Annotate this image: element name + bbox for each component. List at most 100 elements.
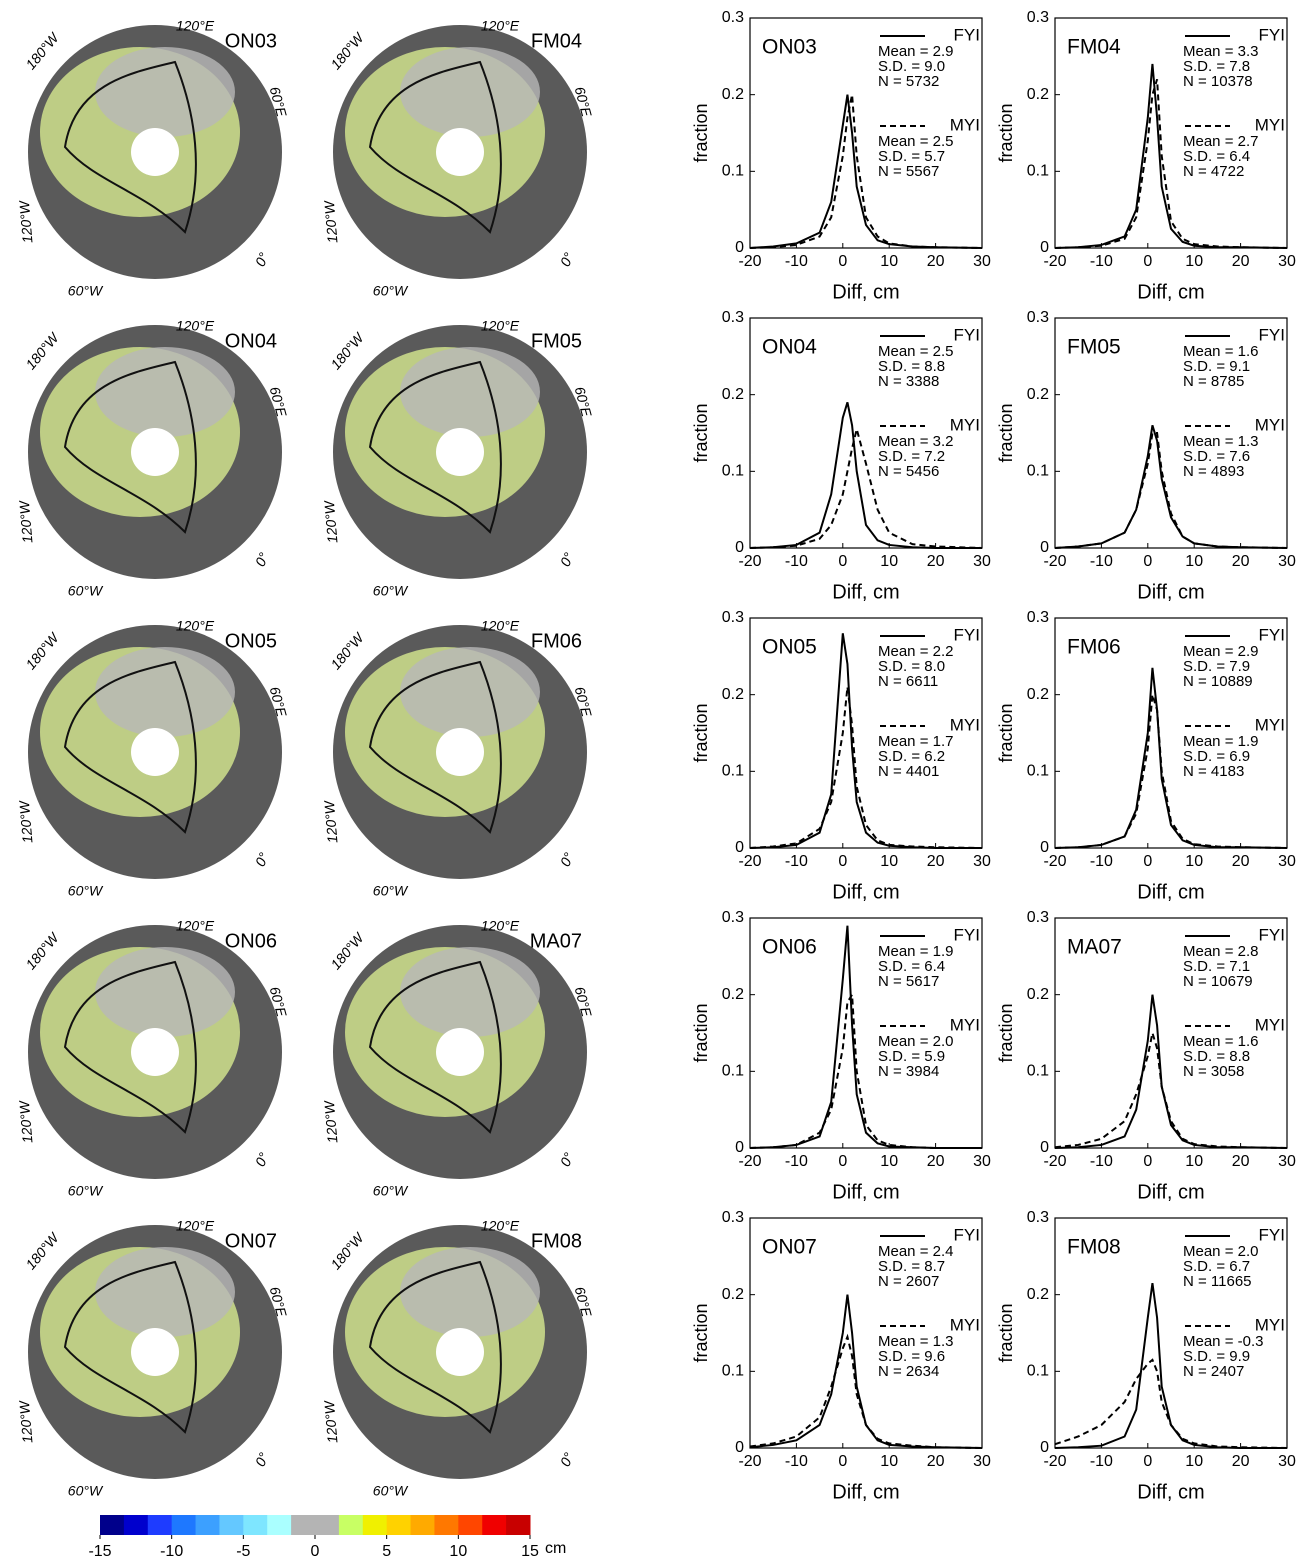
map-longitude: 120°E bbox=[481, 918, 520, 934]
x-tick-label: 0 bbox=[1143, 853, 1152, 870]
map-longitude: 120°W bbox=[16, 1399, 36, 1444]
legend-label: MYI bbox=[1255, 715, 1285, 734]
legend-stat: Mean = 3.3 bbox=[1183, 43, 1258, 60]
legend-stat: S.D. = 7.6 bbox=[1183, 448, 1250, 465]
legend-label: FYI bbox=[954, 625, 980, 644]
series-line bbox=[749, 991, 982, 1149]
legend-stat: Mean = 1.3 bbox=[1183, 433, 1258, 450]
map-pole bbox=[131, 1328, 179, 1376]
map-longitude: 60°W bbox=[373, 583, 409, 599]
series-line bbox=[1054, 994, 1288, 1149]
map-contour bbox=[63, 960, 197, 1134]
colorbar-cell bbox=[123, 1515, 149, 1535]
y-tick-label: 0.3 bbox=[1027, 909, 1049, 926]
legend-stat: S.D. = 6.9 bbox=[1183, 748, 1250, 765]
colorbar-tick-label: 5 bbox=[382, 1543, 391, 1560]
series-line bbox=[1054, 1283, 1287, 1449]
legend-stat: N = 10679 bbox=[1183, 973, 1253, 990]
colorbar-tick-label: 10 bbox=[449, 1543, 467, 1560]
legend-stat: S.D. = 9.0 bbox=[878, 58, 945, 75]
map-pole bbox=[436, 1328, 484, 1376]
y-axis-label: fraction bbox=[996, 1303, 1016, 1362]
map-longitude: 0° bbox=[252, 250, 272, 269]
x-tick-label: 0 bbox=[838, 1153, 847, 1170]
x-tick-label: -10 bbox=[1090, 253, 1113, 270]
colorbar-tick-label: 15 bbox=[521, 1543, 539, 1560]
x-tick-label: 0 bbox=[838, 553, 847, 570]
map-longitude: 180°W bbox=[22, 329, 63, 373]
x-tick-label: 10 bbox=[880, 553, 898, 570]
legend-stat: S.D. = 7.8 bbox=[1183, 58, 1250, 75]
y-tick-label: 0.1 bbox=[1027, 1063, 1049, 1080]
legend-stat: S.D. = 6.2 bbox=[878, 748, 945, 765]
map-longitude: 60°W bbox=[373, 1183, 409, 1199]
x-axis-label: Diff, cm bbox=[832, 1181, 899, 1203]
x-tick-label: -10 bbox=[785, 553, 808, 570]
legend-label: MYI bbox=[1255, 415, 1285, 434]
legend-stat: N = 5456 bbox=[878, 463, 939, 480]
legend-stat: S.D. = 9.6 bbox=[878, 1348, 945, 1365]
x-tick-label: 30 bbox=[973, 1453, 991, 1470]
map-longitude: 180°W bbox=[22, 29, 63, 73]
panel-label: FM05 bbox=[1067, 336, 1121, 359]
map-contour bbox=[63, 660, 197, 834]
legend-stat: N = 5617 bbox=[878, 973, 939, 990]
y-tick-label: 0 bbox=[1040, 1439, 1049, 1456]
legend-stat: S.D. = 5.9 bbox=[878, 1048, 945, 1065]
legend-stat: Mean = 2.5 bbox=[878, 133, 953, 150]
map-longitude: 120°E bbox=[481, 18, 520, 34]
x-tick-label: 20 bbox=[927, 1153, 945, 1170]
y-tick-label: 0.3 bbox=[1027, 9, 1049, 26]
x-tick-label: -20 bbox=[1043, 853, 1066, 870]
legend-label: MYI bbox=[950, 115, 980, 134]
x-tick-label: -20 bbox=[738, 553, 761, 570]
series-line bbox=[749, 402, 982, 549]
map-longitude: 120°W bbox=[16, 799, 36, 844]
y-tick-label: 0.1 bbox=[722, 463, 744, 480]
map-ice bbox=[400, 47, 540, 137]
x-axis-label: Diff, cm bbox=[1137, 581, 1204, 603]
map-longitude: 60°E bbox=[267, 1285, 291, 1319]
plot-frame bbox=[749, 17, 983, 249]
series-line bbox=[1054, 1032, 1288, 1149]
map-contour bbox=[63, 360, 197, 534]
y-axis-label: fraction bbox=[996, 703, 1016, 762]
legend-stat: S.D. = 9.9 bbox=[1183, 1348, 1250, 1365]
x-tick-label: -20 bbox=[1043, 253, 1066, 270]
map-longitude: 120°W bbox=[16, 499, 36, 544]
x-tick-label: 10 bbox=[880, 253, 898, 270]
map-longitude: 120°W bbox=[321, 199, 341, 244]
y-tick-label: 0.3 bbox=[722, 309, 744, 326]
panel-label: MA07 bbox=[1067, 936, 1122, 959]
y-axis-label: fraction bbox=[996, 403, 1016, 462]
x-axis-label: Diff, cm bbox=[1137, 1481, 1204, 1503]
x-tick-label: 30 bbox=[1278, 1453, 1296, 1470]
map-longitude: 60°E bbox=[267, 985, 291, 1019]
colorbar-cell bbox=[147, 1515, 173, 1535]
legend-stat: S.D. = 7.9 bbox=[1183, 658, 1250, 675]
legend-stat: N = 8785 bbox=[1183, 373, 1244, 390]
map-longitude: 60°W bbox=[68, 883, 104, 899]
legend-stat: N = 10889 bbox=[1183, 673, 1253, 690]
legend-stat: N = 5567 bbox=[878, 163, 939, 180]
legend-stat: N = 3388 bbox=[878, 373, 939, 390]
map-ice bbox=[95, 347, 235, 437]
map-longitude: 60°W bbox=[373, 283, 409, 299]
y-tick-label: 0.2 bbox=[1027, 1286, 1049, 1303]
map-longitude: 120°E bbox=[176, 618, 215, 634]
map-label: FM05 bbox=[531, 330, 582, 352]
legend-stat: N = 2407 bbox=[1183, 1363, 1244, 1380]
panel-label: ON05 bbox=[762, 636, 817, 659]
y-tick-label: 0.2 bbox=[722, 986, 744, 1003]
x-tick-label: 0 bbox=[1143, 553, 1152, 570]
map-longitude: 120°E bbox=[481, 318, 520, 334]
legend-stat: N = 4183 bbox=[1183, 763, 1244, 780]
map-longitude: 120°W bbox=[321, 799, 341, 844]
legend-label: MYI bbox=[950, 1315, 980, 1334]
y-tick-label: 0.2 bbox=[722, 86, 744, 103]
legend-stat: S.D. = 8.7 bbox=[878, 1258, 945, 1275]
x-tick-label: 10 bbox=[880, 853, 898, 870]
legend-label: FYI bbox=[954, 1225, 980, 1244]
legend-stat: Mean = 2.9 bbox=[878, 43, 953, 60]
legend-label: FYI bbox=[954, 325, 980, 344]
